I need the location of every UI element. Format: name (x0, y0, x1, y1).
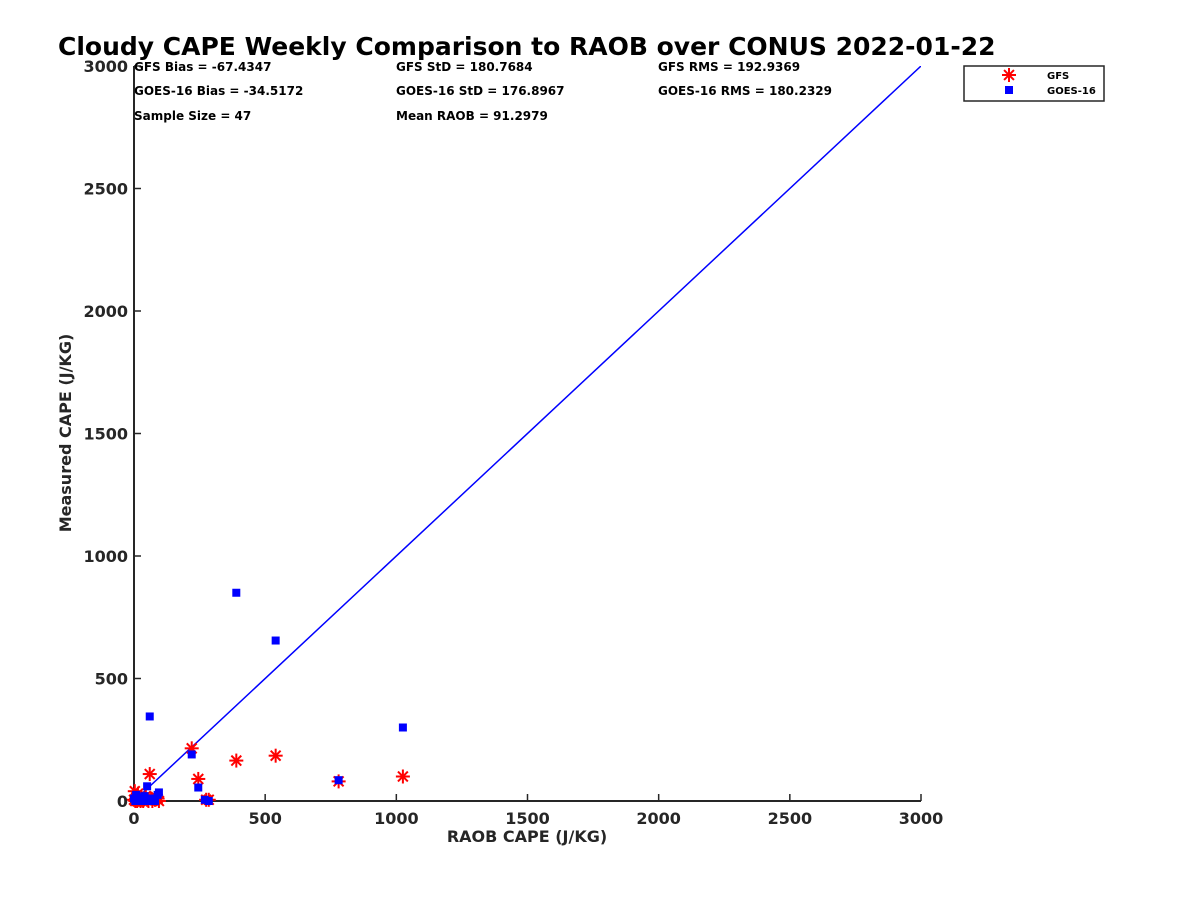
gfs-point (268, 748, 283, 763)
mean-raob-text: Mean RAOB = 91.2979 (396, 109, 548, 123)
goes-rms-text: GOES-16 RMS = 180.2329 (658, 84, 832, 98)
y-tick-label: 2000 (83, 302, 128, 321)
goes-16-point (143, 782, 152, 791)
goes-16-point (187, 750, 196, 759)
x-tick-label: 2500 (768, 809, 813, 828)
goes-16-point (194, 783, 203, 792)
legend: GFS GOES-16 (963, 65, 1105, 102)
x-tick-label: 3000 (899, 809, 944, 828)
x-tick-label: 1000 (374, 809, 419, 828)
gfs-series (127, 741, 410, 808)
goes-bias-text: GOES-16 Bias = -34.5172 (134, 84, 303, 98)
legend-gfs-label: GFS (1047, 71, 1069, 82)
y-tick-label: 3000 (83, 57, 128, 76)
y-axis-label: Measured CAPE (J/KG) (56, 334, 75, 533)
y-tick-label: 500 (95, 670, 128, 689)
gfs-std-text: GFS StD = 180.7684 (396, 60, 533, 74)
x-tick-label: 1500 (505, 809, 550, 828)
stats-block: GFS Bias = -67.4347 GFS StD = 180.7684 G… (134, 60, 832, 123)
goes-16-point (154, 788, 163, 797)
gfs-rms-text: GFS RMS = 192.9369 (658, 60, 800, 74)
y-tick-label: 2500 (83, 180, 128, 199)
legend-box (963, 65, 1105, 102)
y-tick-group: 0 500 1000 1500 2000 2500 3000 (83, 57, 141, 811)
goes-16-point (334, 776, 343, 785)
legend-goes-16-marker (1005, 86, 1013, 94)
legend-gfs-marker (1002, 68, 1016, 82)
goes-16-point (398, 723, 407, 732)
gfs-point (142, 767, 157, 782)
legend-goes-16-label: GOES-16 (1047, 86, 1096, 97)
x-tick-label: 2000 (636, 809, 681, 828)
sample-size-text: Sample Size = 47 (134, 109, 251, 123)
x-axis-label: RAOB CAPE (J/KG) (447, 827, 607, 846)
goes-16-point (204, 797, 213, 805)
gfs-point (395, 769, 410, 784)
legend-gfs-asterisk (1002, 68, 1016, 82)
x-tick-label: 500 (248, 809, 281, 828)
goes-16-point (232, 588, 241, 597)
goes-std-text: GOES-16 StD = 176.8967 (396, 84, 565, 98)
one-to-one-reference-line (134, 66, 921, 801)
y-tick-label: 0 (117, 792, 128, 811)
gfs-bias-text: GFS Bias = -67.4347 (134, 60, 271, 74)
chart-title: Cloudy CAPE Weekly Comparison to RAOB ov… (58, 32, 996, 61)
gfs-point (229, 753, 244, 768)
y-tick-label: 1000 (83, 547, 128, 566)
goes-16-series (130, 588, 407, 805)
y-tick-label: 1500 (83, 425, 128, 444)
goes-16-point (145, 712, 154, 721)
x-tick-group: 0 500 1000 1500 2000 2500 3000 (128, 794, 943, 828)
goes-16-point (271, 636, 280, 645)
x-tick-label: 0 (128, 809, 139, 828)
goes-16-point (150, 797, 159, 805)
